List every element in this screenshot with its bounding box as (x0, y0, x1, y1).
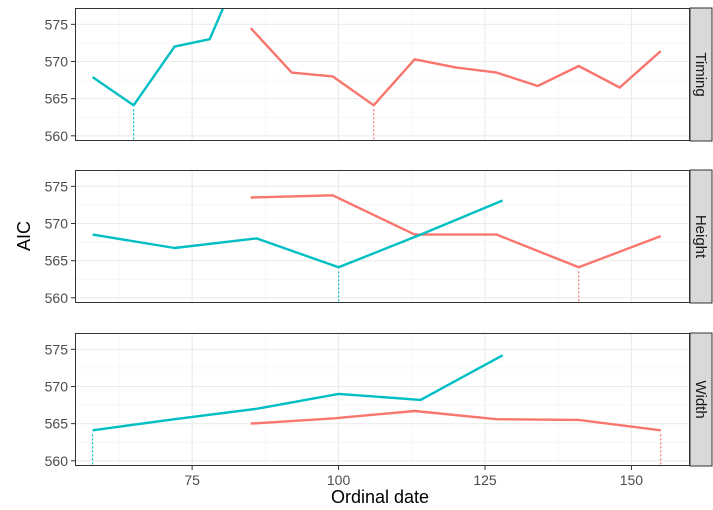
facet-strip (689, 332, 713, 467)
panel-background (75, 170, 690, 303)
x-tick-label: 150 (620, 472, 644, 488)
series-line-1 (249, 27, 662, 107)
facet-strip-label: Height (692, 215, 709, 259)
series-line-1 (250, 409, 661, 432)
y-tick-label: 565 (45, 91, 69, 107)
series-line-2 (92, 199, 504, 269)
panel-data (91, 354, 662, 466)
panel-data (92, 194, 662, 303)
facet-strip-label: Width (692, 380, 709, 418)
series-line-1 (250, 194, 662, 269)
panel-background (75, 333, 690, 466)
y-tick-label: 560 (45, 128, 69, 144)
facet-strip (689, 7, 713, 142)
y-tick-label: 575 (45, 16, 69, 32)
x-tick-label: 75 (184, 472, 200, 488)
series-line-2 (91, 8, 225, 107)
y-tick-label: 560 (45, 290, 69, 306)
x-tick-label: 100 (327, 472, 351, 488)
y-tick-label: 575 (45, 341, 69, 357)
panel-data (91, 8, 662, 141)
x-axis: 75 100 125 150 (184, 466, 643, 488)
y-tick-label: 560 (45, 453, 69, 469)
facet-strip (689, 169, 713, 304)
y-axis-title: AIC (14, 221, 34, 251)
y-tick-label: 575 (45, 178, 69, 194)
facet-strip-label: Timing (692, 52, 709, 96)
panel-timing: 560 565 570 575 Timing (45, 7, 713, 144)
series-line-2 (92, 354, 504, 432)
panel-background (75, 8, 690, 141)
chart-panels: 560565570575Timing560565570575Height5605… (45, 7, 713, 469)
x-axis-title: Ordinal date (331, 487, 429, 507)
y-tick-label: 570 (45, 53, 69, 69)
x-tick-label: 125 (473, 472, 497, 488)
y-tick-label: 570 (45, 378, 69, 394)
y-tick-label: 565 (45, 253, 69, 269)
panel-width: 560 565 570 575 Width (45, 332, 713, 469)
y-tick-label: 570 (45, 215, 69, 231)
y-tick-label: 565 (45, 416, 69, 432)
panel-height: 560 565 570 575 Height (45, 169, 713, 306)
